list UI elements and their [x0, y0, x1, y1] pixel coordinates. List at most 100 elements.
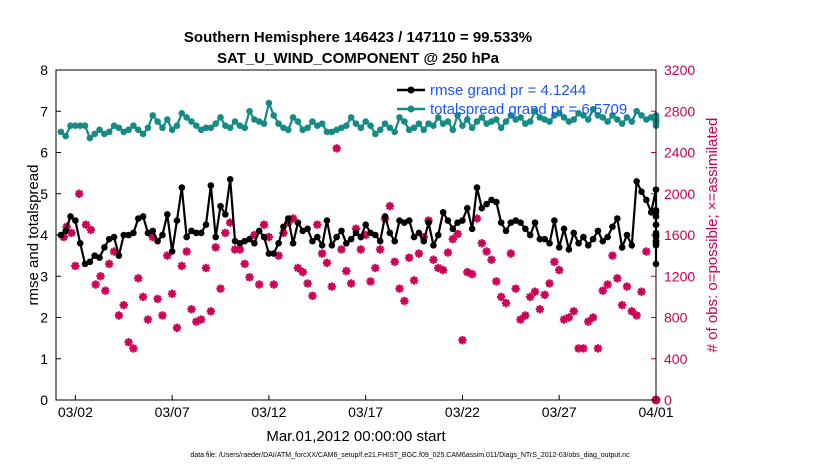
rmse-point — [430, 242, 437, 249]
totalspread-point — [270, 112, 278, 119]
assimilated-point — [322, 258, 332, 268]
rmse-point — [502, 227, 510, 235]
assimilated-point — [138, 292, 148, 302]
rmse-point — [76, 239, 84, 247]
rmse-point — [338, 227, 345, 235]
assimilated-point — [506, 249, 516, 258]
rmse-point — [275, 239, 282, 247]
assimilated-point — [579, 344, 588, 353]
totalspread-point — [159, 124, 166, 132]
rmse-point — [604, 233, 611, 241]
rmse-point — [420, 237, 428, 245]
totalspread-point — [454, 112, 461, 119]
totalspread-point — [275, 120, 282, 127]
totalspread-point — [72, 122, 79, 129]
assimilated-point — [221, 228, 230, 238]
rmse-point — [493, 198, 500, 206]
y-tick-label: 6 — [40, 145, 48, 161]
rmse-point — [333, 233, 340, 241]
rmse-point — [197, 229, 205, 237]
right-axis-ticks: 0 400 800 1200 1600 2000 2400 2800 3200 — [651, 62, 695, 408]
assimilated-point — [492, 277, 501, 286]
totalspread-point — [609, 112, 616, 119]
totalspread-point — [130, 122, 137, 129]
rmse-point — [405, 217, 413, 224]
rmse-point — [67, 213, 74, 220]
totalspread-point — [420, 126, 428, 134]
rmse-point — [294, 219, 302, 226]
assimilated-point — [385, 201, 395, 211]
rmse-point — [531, 219, 539, 226]
assimilated-point — [235, 245, 245, 254]
plot-frame — [55, 69, 657, 401]
rmse-point — [628, 242, 636, 249]
rmse-point — [217, 202, 224, 210]
assimilated-point — [101, 286, 110, 295]
rmse-series — [57, 176, 660, 268]
totalspread-point — [372, 130, 379, 138]
x-tick-label: 03/27 — [542, 404, 577, 420]
totalspread-point — [473, 118, 481, 125]
rmse-point — [560, 225, 568, 233]
assimilated-point — [530, 287, 540, 296]
assimilated-point — [293, 263, 303, 273]
x-tick-label: 03/17 — [348, 404, 383, 420]
rmse-point — [376, 237, 384, 245]
totalspread-point — [294, 118, 302, 125]
rmse-point — [638, 188, 645, 195]
x-axis-label: Mar.01,2012 00:00:00 start — [266, 428, 446, 445]
rmse-point — [139, 213, 147, 220]
totalspread-point — [362, 118, 369, 125]
rmse-point — [183, 233, 190, 241]
assimilated-point — [414, 249, 424, 258]
assimilated-point — [143, 315, 153, 324]
totalspread-point — [207, 124, 215, 132]
assimilated-point — [395, 284, 404, 293]
assimilated-point — [308, 291, 317, 301]
assimilated-point — [177, 261, 187, 271]
rmse-point — [449, 225, 457, 233]
y2-tick-label: 1200 — [664, 268, 695, 284]
rmse-point — [536, 235, 544, 243]
assimilated-point — [438, 265, 448, 275]
assimilated-point — [409, 276, 419, 285]
totalspread-point — [449, 126, 457, 134]
y2-tick-label: 2400 — [664, 145, 695, 161]
assimilated-point — [342, 266, 351, 276]
y-tick-label: 2 — [40, 310, 48, 326]
rmse-point — [309, 237, 316, 245]
totalspread-point — [144, 124, 152, 132]
rmse-point — [222, 211, 229, 218]
y-tick-label: 1 — [40, 351, 48, 367]
assimilated-point — [298, 267, 307, 277]
totalspread-point — [638, 112, 645, 119]
rmse-point — [72, 217, 79, 224]
totalspread-point — [517, 114, 524, 121]
rmse-point — [517, 219, 524, 226]
assimilated-point — [332, 144, 341, 153]
rmse-point — [459, 217, 466, 224]
rmse-point — [159, 231, 166, 239]
rmse-point — [580, 233, 587, 241]
totalspread-point — [599, 114, 607, 121]
totalspread-point — [526, 118, 534, 125]
assimilated-point — [564, 313, 574, 322]
assimilated-point — [593, 344, 603, 353]
assimilated-point — [598, 286, 607, 295]
totalspread-point — [125, 126, 132, 134]
totalspread-point — [193, 122, 200, 129]
rmse-point — [265, 250, 273, 257]
y2-tick-label: 0 — [664, 392, 672, 408]
rmse-point — [468, 225, 476, 233]
totalspread-point — [618, 120, 626, 127]
totalspread-point — [493, 116, 500, 123]
assimilated-point — [608, 251, 617, 260]
assimilated-point — [588, 313, 598, 322]
rmse-point — [318, 242, 326, 249]
y-tick-label: 0 — [40, 392, 48, 408]
rmse-point — [101, 244, 108, 251]
rmse-point — [96, 254, 103, 261]
assimilated-point — [71, 261, 80, 271]
totalspread-point — [459, 122, 466, 129]
